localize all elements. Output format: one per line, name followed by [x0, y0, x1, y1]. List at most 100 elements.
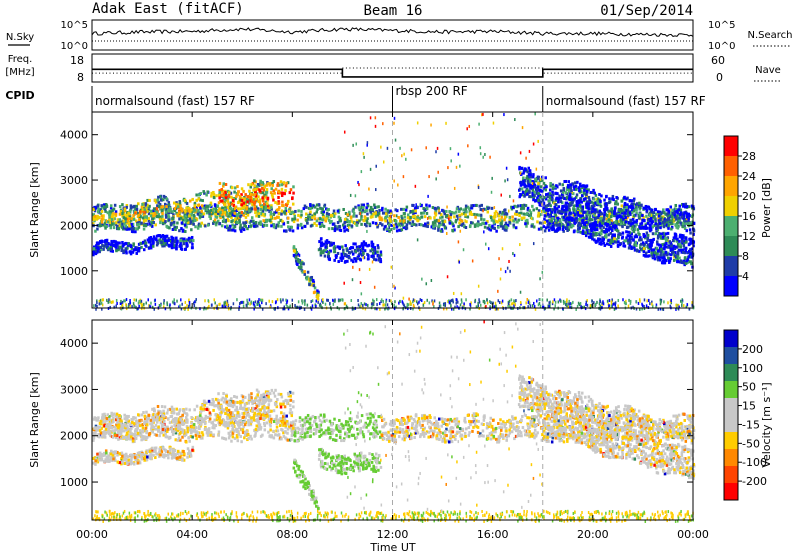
power-echo-cell	[152, 207, 156, 211]
power-echo-cell	[400, 228, 404, 232]
power-echo-cell	[567, 218, 571, 222]
power-echo-cell	[234, 186, 237, 190]
power-echo-cell	[585, 216, 588, 220]
power-echo-cell	[439, 216, 442, 220]
power-echo-cell	[397, 215, 400, 219]
power-echo-cell	[336, 245, 339, 249]
power-echo-cell	[333, 245, 336, 249]
power-echo-cell	[593, 238, 596, 242]
power-near-range-cell	[459, 303, 462, 307]
power-echo-cell	[560, 201, 564, 205]
power-echo-cell	[369, 205, 373, 209]
power-echo-cell	[567, 225, 570, 229]
power-echo-cell	[526, 179, 530, 183]
power-echo-cell	[146, 238, 150, 242]
power-echo-cell	[586, 210, 590, 214]
power-near-range-cell	[274, 307, 276, 311]
power-echo-cell	[277, 183, 281, 187]
power-echo-cell	[187, 208, 190, 212]
power-echo-cell	[279, 180, 283, 184]
power-echo-cell	[646, 221, 650, 225]
power-near-range-cell	[419, 298, 422, 302]
power-echo-cell	[603, 210, 607, 214]
power-near-range-cell	[539, 304, 542, 308]
power-echo-cell	[140, 245, 143, 249]
power-echo-cell	[422, 224, 425, 228]
power-echo-cell	[361, 247, 365, 251]
power-near-range-cell	[541, 298, 544, 302]
power-echo-cell	[109, 226, 113, 230]
power-echo-cell	[100, 214, 104, 218]
power-near-range-cell	[493, 305, 495, 309]
power-echo-cell	[311, 223, 314, 227]
power-echo-cell	[669, 248, 673, 252]
power-echo-cell	[316, 207, 319, 211]
power-near-range-cell	[470, 301, 472, 305]
power-echo-cell	[443, 220, 447, 224]
power-echo-cell	[259, 207, 263, 211]
power-near-range-cell	[188, 300, 191, 304]
power-echo-cell	[630, 236, 633, 240]
power-echo-cell	[322, 224, 326, 228]
power-near-range-cell	[608, 304, 610, 308]
power-echo-cell	[626, 234, 630, 238]
power-near-range-cell	[120, 301, 122, 305]
power-near-range-cell	[315, 299, 317, 303]
power-echo-cell	[473, 224, 477, 228]
power-echo-cell	[136, 223, 139, 227]
power-echo-cell	[646, 205, 649, 209]
power-echo-cell	[576, 180, 579, 184]
power-echo-cell	[615, 238, 619, 242]
power-echo-cell	[676, 260, 679, 264]
power-echo-cell	[656, 210, 660, 214]
power-echo-cell	[161, 205, 165, 209]
power-near-range-cell	[645, 304, 648, 308]
power-echo-cell	[675, 210, 678, 214]
power-echo-cell	[592, 188, 595, 192]
power-echo-cell	[555, 184, 558, 188]
power-echo-cell	[135, 207, 139, 211]
power-echo-cell	[322, 251, 325, 255]
power-near-range-cell	[226, 299, 229, 303]
power-echo-cell	[648, 245, 652, 249]
power-echo-cell	[205, 193, 208, 197]
power-near-range-cell	[370, 302, 373, 306]
power-echo-cell	[607, 228, 611, 232]
power-echo-cell	[334, 255, 338, 259]
power-echo-cell	[259, 198, 262, 202]
power-echo-cell	[614, 240, 618, 244]
power-echo-cell	[503, 218, 506, 222]
power-echo-cell	[362, 219, 366, 223]
power-echo-cell	[269, 218, 272, 222]
power-echo-cell	[138, 215, 142, 219]
power-echo-cell	[363, 209, 366, 213]
power-near-range-cell	[476, 305, 478, 309]
power-echo-cell	[670, 219, 673, 223]
power-echo-cell	[635, 202, 639, 206]
power-echo-cell	[578, 199, 582, 203]
power-echo-cell	[679, 208, 683, 212]
power-echo-cell	[576, 207, 580, 211]
power-echo-cell	[124, 217, 127, 221]
power-near-range-cell	[271, 300, 274, 304]
power-echo-cell	[674, 257, 678, 261]
power-echo-cell	[311, 214, 314, 218]
power-echo-cell	[673, 247, 677, 251]
power-echo-cell	[329, 249, 332, 253]
freq-y-tick-top: 18	[70, 54, 84, 67]
power-echo-cell	[269, 191, 273, 195]
power-echo-cell	[171, 241, 175, 245]
power-echo-cell	[376, 213, 380, 217]
power-near-range-cell	[320, 304, 322, 308]
power-near-range-cell	[98, 299, 101, 303]
power-echo-cell	[518, 187, 522, 191]
power-echo-cell	[433, 219, 437, 223]
power-echo-cell	[618, 232, 621, 236]
power-near-range-cell	[507, 304, 509, 308]
power-echo-cell	[581, 207, 584, 211]
power-near-range-cell	[123, 299, 125, 303]
power-near-range-cell	[608, 307, 611, 311]
power-echo-cell	[138, 210, 142, 214]
power-echo-cell	[591, 233, 595, 237]
power-near-range-cell	[407, 303, 410, 307]
